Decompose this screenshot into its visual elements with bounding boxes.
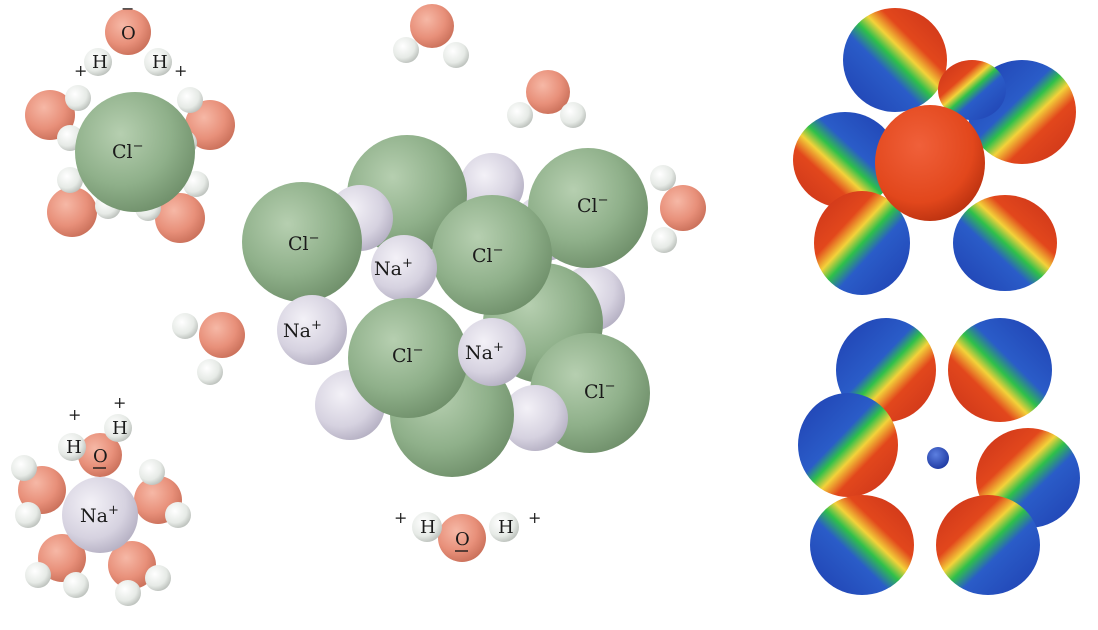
sodium-label: Na+ <box>283 318 322 342</box>
chloride-label: Cl− <box>392 343 424 367</box>
chloride-label: Cl− <box>472 243 504 267</box>
chloride-label: Cl− <box>577 193 609 217</box>
hydrogen-label: H <box>152 52 168 73</box>
partial-positive-sign: + <box>394 508 407 527</box>
nacl-crystal-lattice: Cl− Na+ Cl− Cl− Na+ Cl− Na+ Cl− <box>242 135 650 477</box>
water-potential-surface <box>810 495 914 595</box>
sodium-label: Na+ <box>80 503 119 527</box>
hydrogen-label: H <box>112 418 128 439</box>
oxygen-label: O <box>455 529 470 550</box>
partial-positive-sign: + <box>74 61 87 80</box>
chloride-label: Cl− <box>584 379 616 403</box>
water-molecule <box>393 4 469 68</box>
partial-negative-sign: − <box>121 0 134 18</box>
chloride-ion <box>242 182 362 302</box>
sodium-potential-surface <box>927 447 949 469</box>
sodium-ion <box>502 385 568 451</box>
partial-positive-sign: + <box>174 61 187 80</box>
water-molecule <box>172 312 245 385</box>
oxygen-label: O <box>93 446 108 467</box>
hydrogen-label: H <box>498 517 514 538</box>
water-potential-surface <box>814 191 910 295</box>
chloride-ion <box>75 92 195 212</box>
water-potential-surface <box>938 60 1006 120</box>
partial-positive-sign: + <box>113 393 126 412</box>
chloride-label: Cl− <box>112 139 144 163</box>
water-potential-surface <box>953 195 1057 291</box>
chloride-label: Cl− <box>288 231 320 255</box>
sodium-label: Na+ <box>465 340 504 364</box>
water-potential-surface <box>843 8 947 112</box>
water-molecule-labeled: O − H H + + <box>74 0 187 80</box>
water-molecule <box>11 455 66 528</box>
sodium-ion <box>371 235 437 301</box>
hydrated-sodium-ion: Na+ O H H + + <box>11 393 191 606</box>
partial-positive-sign: + <box>68 405 81 424</box>
water-potential-surface <box>948 318 1052 422</box>
water-potential-surface <box>798 393 898 497</box>
oxygen-label: O <box>121 23 136 44</box>
sodium-ion <box>277 295 347 365</box>
hydrogen-label: H <box>66 437 82 458</box>
electrostatic-potential-map-sodium <box>798 318 1080 595</box>
water-molecule <box>134 459 191 528</box>
water-potential-surface <box>793 112 897 208</box>
hydrogen-label: H <box>92 52 108 73</box>
water-molecule <box>507 70 586 128</box>
chloride-ion <box>432 195 552 315</box>
sodium-ion <box>458 318 526 386</box>
hydrated-chloride-ion: Cl− O − H H + + <box>25 0 235 243</box>
sodium-label: Na+ <box>374 256 413 280</box>
electrostatic-potential-map-chloride <box>793 8 1076 295</box>
water-molecule-labeled: O H H + + <box>394 508 541 562</box>
water-potential-surface <box>936 495 1040 595</box>
chloride-ion <box>528 148 648 268</box>
chloride-ion <box>348 298 468 418</box>
water-molecule <box>25 85 91 151</box>
water-molecule <box>650 165 706 253</box>
partial-positive-sign: + <box>528 508 541 527</box>
water-molecule <box>25 534 89 598</box>
water-molecule-labeled: O H H + + <box>58 393 132 477</box>
chloride-potential-surface <box>875 105 985 221</box>
water-molecule <box>108 541 171 606</box>
sodium-ion <box>62 477 138 553</box>
hydrogen-label: H <box>420 517 436 538</box>
